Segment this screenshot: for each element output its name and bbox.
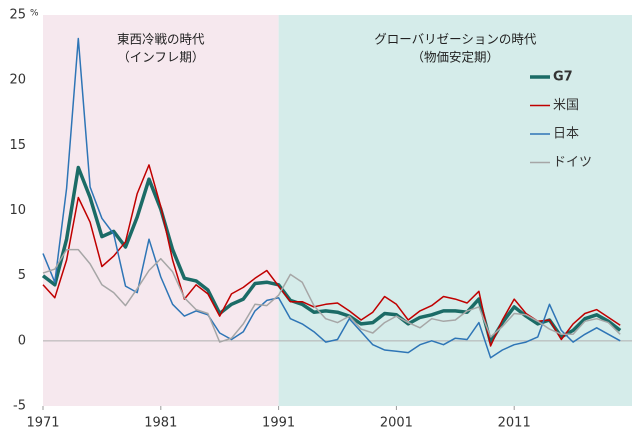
period-label: （インフレ期） xyxy=(117,50,204,65)
y-tick-label: 20 xyxy=(9,73,26,88)
legend-label: 米国 xyxy=(553,98,579,113)
x-tick-label: 1981 xyxy=(144,416,177,431)
period-label: （物価安定期） xyxy=(412,50,500,65)
y-unit: % xyxy=(30,9,39,19)
y-tick-label: 5 xyxy=(18,268,26,283)
y-tick-label: 25 xyxy=(9,8,26,23)
period-label: 東西冷戦の時代 xyxy=(117,32,205,47)
x-tick-label: 2001 xyxy=(380,416,413,431)
legend-label: 日本 xyxy=(553,127,579,142)
y-tick-label: -5 xyxy=(13,399,26,414)
period-label: グローバリゼーションの時代 xyxy=(374,32,537,47)
series-line xyxy=(42,248,621,343)
series-line xyxy=(42,164,621,347)
legend-label: ドイツ xyxy=(553,155,592,170)
series-line xyxy=(42,37,621,359)
legend-label: G7 xyxy=(553,70,573,85)
x-tick-label: 1971 xyxy=(26,416,59,431)
period-band xyxy=(278,15,632,406)
y-tick-label: 10 xyxy=(9,203,26,218)
x-tick-label: 2011 xyxy=(498,416,531,431)
x-tick-label: 1991 xyxy=(262,416,295,431)
y-tick-label: 0 xyxy=(18,333,26,348)
y-tick-label: 15 xyxy=(9,138,26,153)
